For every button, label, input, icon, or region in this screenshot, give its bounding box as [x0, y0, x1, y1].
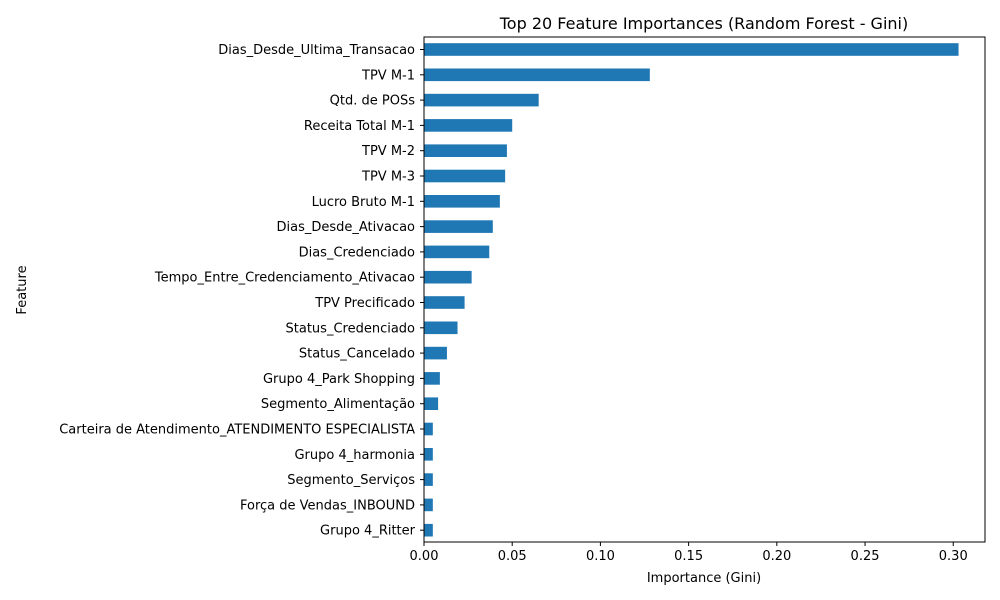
x-axis-label: Importance (Gini) [647, 571, 761, 586]
bar [424, 195, 500, 208]
y-tick-label: Qtd. de POSs [330, 94, 416, 109]
y-tick-label: Segmento_Alimentação [261, 397, 415, 412]
chart-title: Top 20 Feature Importances (Random Fores… [499, 14, 908, 33]
bar [424, 422, 433, 436]
x-tick-label: 0.10 [586, 549, 615, 564]
bar [424, 169, 506, 183]
y-tick-label: Status_Cancelado [299, 347, 415, 362]
bar [424, 245, 490, 259]
x-tick-label: 0.05 [498, 549, 527, 564]
y-tick-label: Grupo 4_Park Shopping [263, 372, 415, 387]
bar [424, 144, 507, 157]
x-tick-label: 0.00 [410, 549, 439, 564]
bar [424, 270, 472, 284]
bar [424, 43, 959, 56]
y-tick-label: Dias_Credenciado [299, 245, 415, 260]
y-tick-label: Status_Credenciado [286, 321, 416, 336]
y-tick-label: Força de Vendas_INBOUND [240, 498, 415, 513]
y-ticks-group: Dias_Desde_Ultima_Transacao TPV M-1 Qtd. d… [59, 43, 424, 539]
y-tick-label: Grupo 4_harmonia [294, 448, 415, 463]
y-tick-label: Segmento_Serviços [287, 473, 415, 488]
bar [424, 93, 539, 107]
y-tick-label: TPV M-1 [361, 68, 415, 83]
bar [424, 68, 650, 82]
plot-frame [423, 36, 986, 543]
x-tick-label: 0.25 [851, 549, 880, 564]
bar [424, 498, 433, 512]
bar [424, 220, 493, 233]
y-tick-label: Grupo 4_Ritter [320, 524, 416, 539]
y-tick-label: TPV Precificado [314, 296, 415, 311]
bar [424, 397, 439, 410]
y-tick-label: Carteira de Atendimento_ATENDIMENTO ESPE… [59, 423, 415, 438]
y-tick-label: Receita Total M-1 [304, 119, 415, 134]
y-tick-label: TPV M-3 [361, 170, 415, 185]
x-ticks-group: 0.00 0.05 0.10 0.15 0.20 0.25 0.30 [410, 542, 968, 564]
y-tick-label: Dias_Desde_Ativacao [277, 220, 416, 235]
bar [424, 523, 433, 537]
bars-group [424, 43, 959, 537]
y-tick-label: Dias_Desde_Ultima_Transacao [218, 43, 415, 58]
bar [424, 473, 433, 486]
bar [424, 119, 513, 132]
bar [424, 296, 465, 309]
y-tick-label: TPV M-2 [361, 144, 415, 159]
y-axis-label: Feature [15, 265, 30, 314]
bar [424, 321, 458, 335]
bar [424, 448, 433, 461]
x-tick-label: 0.20 [762, 549, 791, 564]
bar [424, 372, 440, 385]
y-tick-label: Lucro Bruto M-1 [312, 195, 415, 210]
x-tick-label: 0.15 [674, 549, 703, 564]
bar [424, 346, 447, 360]
y-tick-label: Tempo_Entre_Credenciamento_Ativacao [154, 271, 415, 286]
x-tick-label: 0.30 [939, 549, 968, 564]
